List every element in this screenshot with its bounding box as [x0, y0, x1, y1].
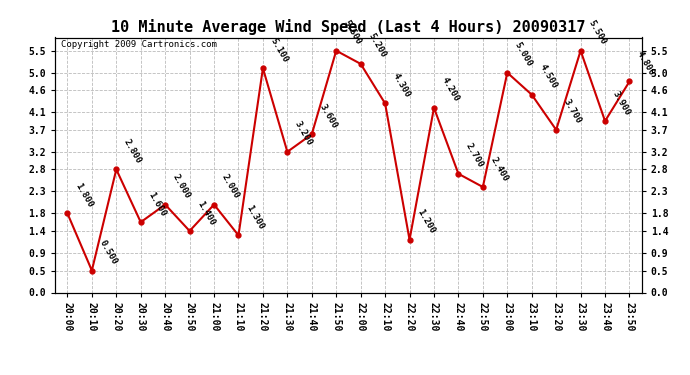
Text: 1.600: 1.600: [146, 190, 168, 218]
Text: 5.200: 5.200: [366, 32, 388, 60]
Text: 1.400: 1.400: [195, 199, 217, 227]
Text: 2.700: 2.700: [464, 142, 485, 170]
Text: 3.700: 3.700: [562, 98, 583, 126]
Text: 2.800: 2.800: [122, 138, 143, 165]
Text: 1.800: 1.800: [73, 182, 95, 209]
Text: 5.000: 5.000: [513, 41, 534, 69]
Text: Copyright 2009 Cartronics.com: Copyright 2009 Cartronics.com: [61, 40, 217, 49]
Title: 10 Minute Average Wind Speed (Last 4 Hours) 20090317: 10 Minute Average Wind Speed (Last 4 Hou…: [111, 19, 586, 35]
Text: 5.500: 5.500: [586, 19, 607, 46]
Text: 2.000: 2.000: [170, 172, 192, 200]
Text: 5.500: 5.500: [342, 19, 363, 46]
Text: 3.900: 3.900: [611, 89, 632, 117]
Text: 3.600: 3.600: [317, 102, 339, 130]
Text: 1.300: 1.300: [244, 203, 265, 231]
Text: 2.000: 2.000: [219, 172, 241, 200]
Text: 1.200: 1.200: [415, 208, 436, 236]
Text: 4.300: 4.300: [391, 72, 412, 99]
Text: 4.200: 4.200: [440, 76, 461, 104]
Text: 4.800: 4.800: [635, 50, 656, 77]
Text: 5.100: 5.100: [268, 36, 290, 64]
Text: 4.500: 4.500: [538, 63, 558, 90]
Text: 0.500: 0.500: [97, 238, 119, 266]
Text: 2.400: 2.400: [489, 155, 510, 183]
Text: 3.200: 3.200: [293, 120, 314, 148]
